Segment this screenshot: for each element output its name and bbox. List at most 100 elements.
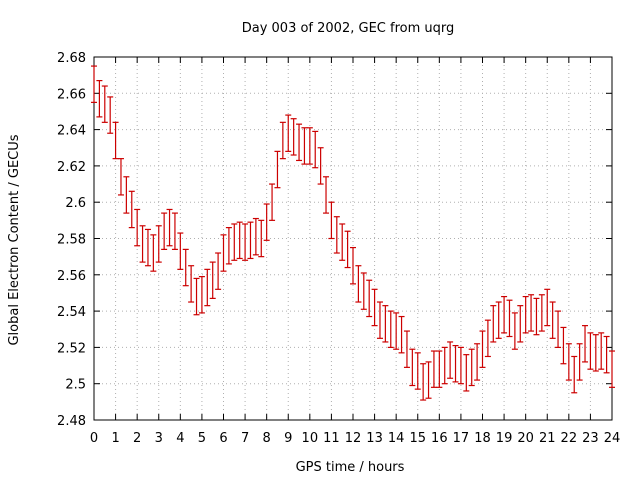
data-point [263,203,270,241]
data-point [339,223,346,261]
data-point [425,361,432,399]
data-point [436,350,443,388]
data-point [107,96,114,134]
x-tick-label: 24 [604,431,621,446]
x-tick-label: 0 [90,431,98,446]
data-point [312,130,319,169]
data-point [134,208,141,247]
data-point [317,147,324,185]
data-point [171,212,178,250]
data-point [479,330,486,368]
data-point [220,234,227,272]
data-point [420,363,427,401]
x-tick-label: 17 [453,431,470,446]
x-tick-label: 23 [582,431,599,446]
data-point [209,261,216,299]
x-tick-label: 15 [409,431,426,446]
data-point [517,305,524,343]
x-axis-label: GPS time / hours [296,460,405,475]
y-tick-label: 2.54 [57,305,86,320]
x-tick-label: 19 [496,431,513,446]
data-point [306,127,313,165]
data-point [382,305,389,343]
y-axis-label: Global Electron Content / GECUs [7,134,22,345]
x-tick-labels: 0 1 2 3 4 5 6 7 8 9 10 11 12 13 14 15 16 17 18 19 20 21 22 23 24 [90,431,620,446]
x-tick-label: 12 [345,431,362,446]
data-point [91,65,97,103]
data-point [371,288,378,327]
data-point [242,223,249,261]
data-point [290,118,297,156]
x-tick-label: 22 [561,431,578,446]
data-point [393,312,400,350]
data-point [387,310,394,348]
y-tick-label: 2.58 [57,233,86,248]
data-point [366,279,373,318]
data-point [506,299,513,338]
y-tick-label: 2.68 [57,51,86,66]
y-tick-label: 2.64 [57,124,86,139]
data-point [360,272,367,310]
data-point [231,223,238,261]
y-tick-label: 2.6 [65,196,86,211]
data-point [598,332,605,370]
data-point [323,176,330,214]
series-gec [91,65,615,401]
x-tick-label: 3 [155,431,163,446]
data-point [468,348,475,387]
data-point [582,325,589,363]
data-point [198,276,205,314]
data-point [409,348,416,387]
data-point [350,246,356,285]
data-point [511,312,518,350]
data-point [501,295,508,334]
data-point [182,248,189,287]
data-point [269,183,276,221]
data-point [344,230,351,269]
data-point [522,295,529,334]
y-tick-label: 2.56 [57,269,86,284]
data-point [474,343,481,381]
data-point [161,212,168,250]
y-tick-label: 2.52 [57,341,86,356]
data-point [544,288,551,327]
x-tick-label: 5 [198,431,206,446]
data-point [117,158,124,196]
y-tick-labels: 2.48 2.5 2.52 2.54 2.56 2.58 2.6 2.62 2.64 2.66 2.… [57,51,86,429]
chart-title: Day 003 of 2002, GEC from uqrg [242,21,455,36]
x-tick-label: 18 [474,431,491,446]
x-tick-label: 4 [176,431,184,446]
data-point [549,301,556,339]
x-tick-label: 6 [219,431,227,446]
grid [94,57,612,420]
data-point [609,350,615,388]
x-tick-label: 9 [284,431,292,446]
data-point [484,319,491,358]
data-point [279,121,286,160]
x-tick-label: 10 [302,431,319,446]
data-point [285,114,292,152]
data-point [403,330,410,368]
data-point [144,228,151,267]
data-point [457,346,464,385]
data-point [258,219,265,258]
data-point [215,252,222,290]
data-point [355,265,362,303]
x-tick-label: 21 [539,431,556,446]
data-point [538,294,545,332]
data-point [139,225,146,263]
data-point [603,335,610,374]
data-point [252,217,259,256]
axis-ticks [93,56,613,421]
data-point [555,310,562,348]
data-point [155,225,162,263]
data-point [376,301,383,339]
data-point [193,277,200,316]
data-point [328,201,335,240]
data-point [274,150,281,189]
data-point [188,265,195,303]
data-point [576,343,583,381]
data-point [247,221,254,260]
x-tick-label: 14 [388,431,405,446]
data-point [101,85,108,123]
